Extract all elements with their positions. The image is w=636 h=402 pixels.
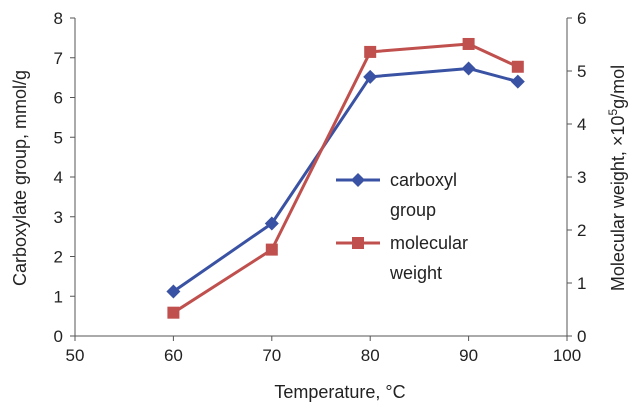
- x-tick-label: 80: [361, 346, 380, 365]
- legend-marker-carboxyl: [351, 173, 365, 187]
- data-point-carboxyl-group: [166, 284, 181, 299]
- y-left-tick-label: 5: [54, 128, 63, 147]
- y-axis-left-label: Carboxylate group, mmol/g: [10, 70, 30, 286]
- x-tick-label: 70: [262, 346, 281, 365]
- legend-item-molecular-weight: molecular weight: [336, 233, 468, 283]
- series-layer: [166, 37, 525, 319]
- legend-item-carboxyl-group: carboxyl group: [336, 170, 457, 220]
- y-left-tick-label: 2: [54, 248, 63, 267]
- data-point-carboxyl-group: [264, 216, 279, 231]
- data-point-carboxyl-group: [461, 61, 476, 76]
- y-left-tick-label: 4: [54, 168, 63, 187]
- legend: carboxyl group molecular weight: [336, 170, 468, 283]
- y-left-tick-label: 8: [54, 9, 63, 28]
- y-left-tick-label: 1: [54, 287, 63, 306]
- data-point-carboxyl-group: [363, 69, 378, 84]
- data-point-molecular-weight: [167, 306, 180, 319]
- legend-label-molecular-line1: molecular: [390, 233, 468, 253]
- y-right-tick-label: 6: [577, 9, 586, 28]
- y-axis-right-label: Molecular weight, ×105g/mol: [606, 65, 628, 291]
- x-tick-label: 50: [66, 346, 85, 365]
- y-right-tick-label: 4: [577, 115, 586, 134]
- x-tick-label: 60: [164, 346, 183, 365]
- legend-marker-molecular: [352, 237, 364, 249]
- series-line-molecular-weight: [172, 42, 519, 314]
- y-left-tick-label: 7: [54, 49, 63, 68]
- legend-label-molecular-line2: weight: [389, 263, 442, 283]
- y-right-tick-label: 2: [577, 221, 586, 240]
- y-left-tick-label: 6: [54, 89, 63, 108]
- y-left-tick-label: 3: [54, 208, 63, 227]
- data-point-molecular-weight: [364, 45, 377, 58]
- y-left-tick-label: 0: [54, 327, 63, 346]
- data-point-molecular-weight: [511, 60, 524, 73]
- data-point-molecular-weight: [265, 243, 278, 256]
- y-right-tick-label: 1: [577, 274, 586, 293]
- legend-label-carboxyl-line1: carboxyl: [390, 170, 457, 190]
- y-right-tick-label: 3: [577, 168, 586, 187]
- x-axis-label: Temperature, °C: [274, 382, 405, 402]
- x-tick-label: 90: [459, 346, 478, 365]
- x-tick-label: 100: [553, 346, 581, 365]
- y-right-tick-label: 0: [577, 327, 586, 346]
- data-point-carboxyl-group: [510, 74, 525, 89]
- legend-label-carboxyl-line2: group: [390, 200, 436, 220]
- data-point-molecular-weight: [462, 37, 475, 50]
- y-right-tick-label: 5: [577, 62, 586, 81]
